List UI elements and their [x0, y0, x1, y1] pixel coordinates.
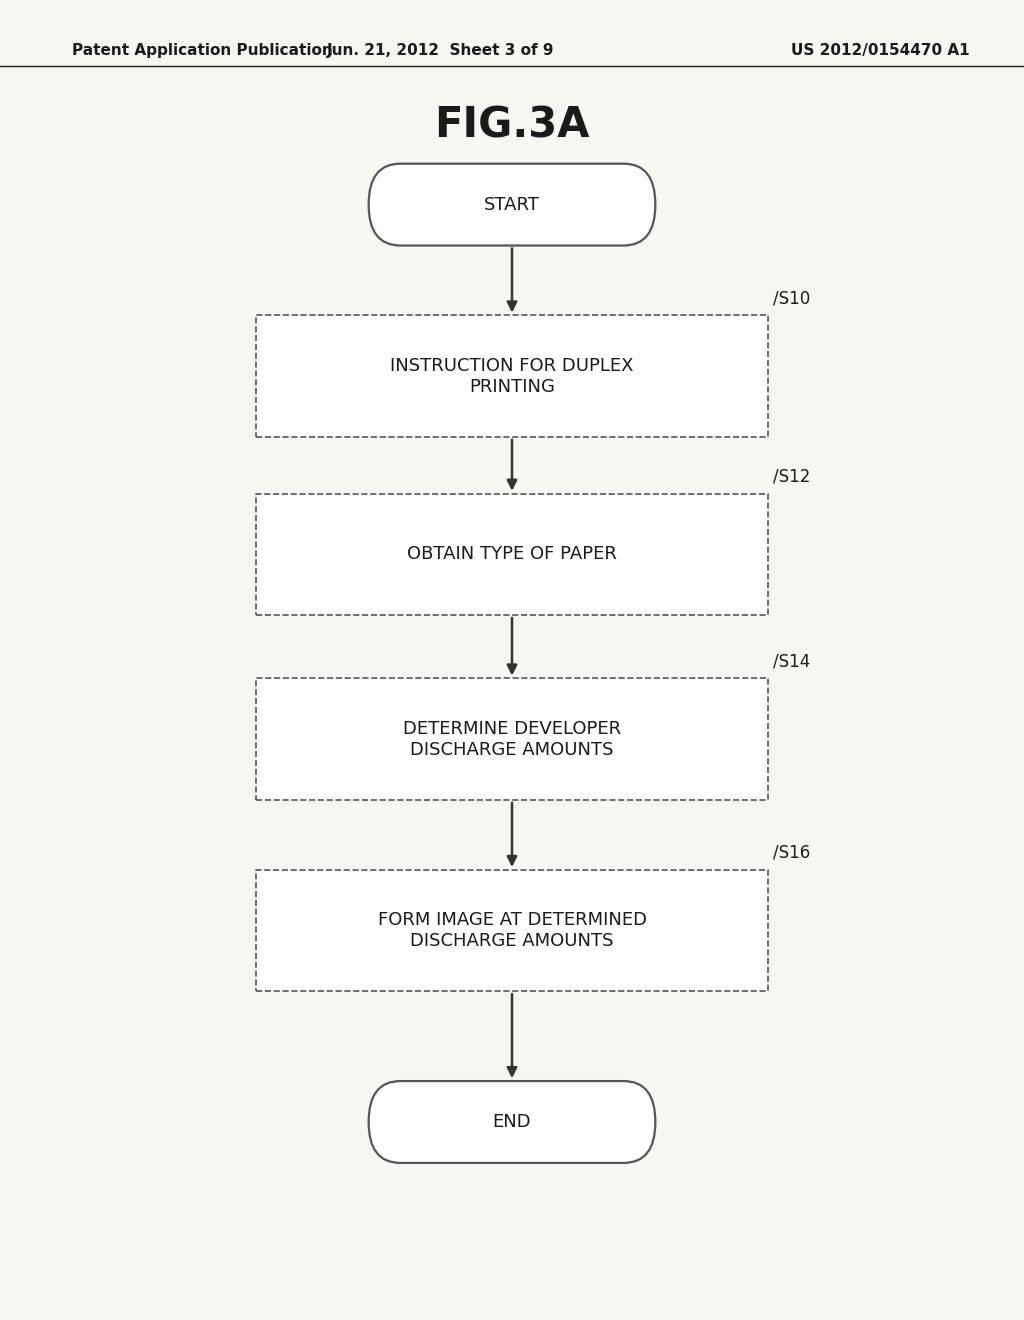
- FancyBboxPatch shape: [256, 315, 768, 437]
- FancyBboxPatch shape: [369, 1081, 655, 1163]
- Text: US 2012/0154470 A1: US 2012/0154470 A1: [792, 42, 970, 58]
- Text: FIG.3A: FIG.3A: [434, 104, 590, 147]
- FancyBboxPatch shape: [256, 678, 768, 800]
- Text: Jun. 21, 2012  Sheet 3 of 9: Jun. 21, 2012 Sheet 3 of 9: [327, 42, 554, 58]
- FancyBboxPatch shape: [256, 494, 768, 615]
- Text: FORM IMAGE AT DETERMINED
DISCHARGE AMOUNTS: FORM IMAGE AT DETERMINED DISCHARGE AMOUN…: [378, 911, 646, 950]
- Text: /S10: /S10: [773, 289, 810, 308]
- Text: DETERMINE DEVELOPER
DISCHARGE AMOUNTS: DETERMINE DEVELOPER DISCHARGE AMOUNTS: [402, 719, 622, 759]
- FancyBboxPatch shape: [369, 164, 655, 246]
- Text: Patent Application Publication: Patent Application Publication: [72, 42, 333, 58]
- FancyBboxPatch shape: [256, 870, 768, 991]
- Text: /S16: /S16: [773, 843, 810, 862]
- Text: END: END: [493, 1113, 531, 1131]
- Text: OBTAIN TYPE OF PAPER: OBTAIN TYPE OF PAPER: [408, 545, 616, 564]
- Text: START: START: [484, 195, 540, 214]
- Text: /S14: /S14: [773, 652, 810, 671]
- Text: /S12: /S12: [773, 467, 810, 486]
- Text: INSTRUCTION FOR DUPLEX
PRINTING: INSTRUCTION FOR DUPLEX PRINTING: [390, 356, 634, 396]
